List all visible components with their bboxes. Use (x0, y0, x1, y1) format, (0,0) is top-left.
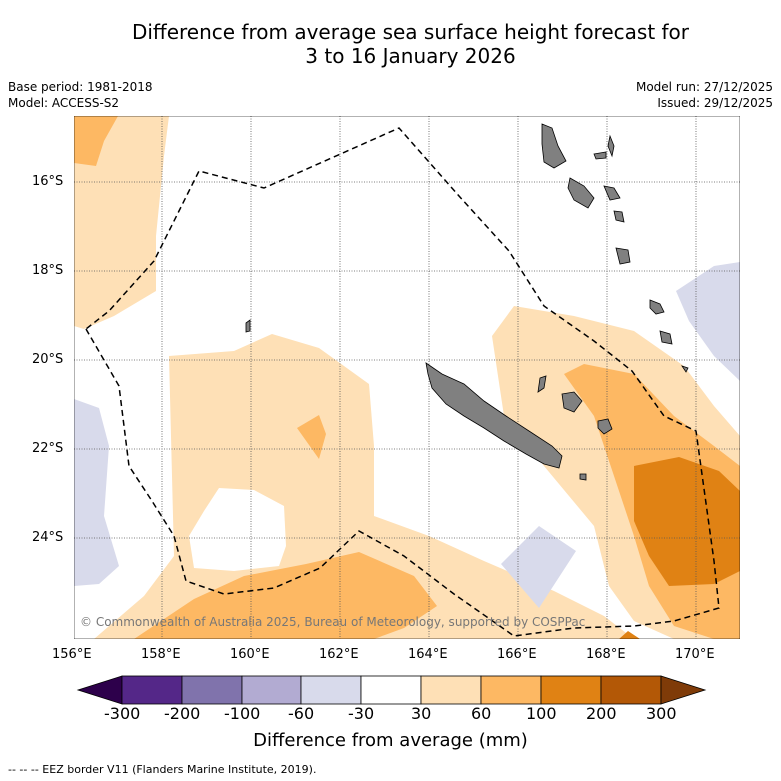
colorbar-tick-neg30: -30 (348, 704, 375, 723)
lon-tick-160: 160°E (230, 647, 270, 662)
colorbar-tick-neg100: -100 (224, 704, 261, 723)
colorbar-tick-neg300: -300 (104, 704, 141, 723)
lon-tick-158: 158°E (141, 647, 181, 662)
colorbar-bin-4 (300, 675, 362, 705)
vanuatu-pentecost (603, 185, 621, 201)
colorbar-bin-2 (181, 675, 243, 705)
anomaly-region-60-100-northwest (74, 116, 118, 166)
lat-tick-18s: 18°S (32, 263, 64, 278)
colorbar-extend-low (76, 675, 123, 705)
title-line-2: 3 to 16 January 2026 (305, 44, 516, 68)
colorbar-extend-high (660, 675, 707, 705)
colorbar-bin-6 (420, 675, 482, 705)
colorbar-bin-1 (121, 675, 183, 705)
eez-border (85, 127, 720, 637)
vanuatu-efate (613, 210, 625, 223)
anomaly-region-60-100-south (134, 552, 437, 639)
base-period: Base period: 1981-2018 (8, 80, 153, 94)
vanuatu-maewo (607, 134, 615, 158)
anomaly-region-neg-east (676, 262, 740, 381)
anomaly-region-100-200-small (619, 631, 640, 639)
loyalty-island-lifou (561, 391, 583, 413)
isle-of-pines (579, 473, 587, 481)
vanuatu-erromango (615, 247, 631, 265)
colorbar-bin-3 (241, 675, 302, 705)
colorbar-bin-5 (360, 675, 422, 705)
model-name: Model: ACCESS-S2 (8, 96, 120, 110)
model-run: Model run: 27/12/2025 (635, 80, 773, 94)
issued-date: Issued: 29/12/2025 (657, 96, 773, 110)
colorbar-tick-neg60: -60 (288, 704, 315, 723)
colorbar-tick-300: 300 (646, 704, 677, 723)
colorbar-bin-8 (540, 675, 602, 705)
colorbar (76, 675, 707, 705)
lon-tick-170: 170°E (675, 647, 715, 662)
loyalty-island-mare (597, 418, 613, 435)
vanuatu-tanna (649, 299, 665, 315)
lat-tick-24s: 24°S (32, 530, 64, 545)
colorbar-bin-7 (480, 675, 542, 705)
colorbar-tick-100: 100 (526, 704, 557, 723)
colorbar-title: Difference from average (mm) (253, 730, 528, 751)
anomaly-region-60-100-small (297, 415, 326, 459)
lon-tick-168: 168°E (586, 647, 626, 662)
title-line-1: Difference from average sea surface heig… (131, 20, 690, 44)
anomaly-region-neg-south (501, 526, 576, 608)
lon-tick-162: 162°E (319, 647, 359, 662)
colorbar-tick-30: 30 (411, 704, 432, 723)
copyright-note: © Commonwealth of Australia 2025, Bureau… (80, 615, 585, 629)
lat-tick-20s: 20°S (32, 352, 64, 367)
lon-tick-166: 166°E (497, 647, 537, 662)
colorbar-tick-60: 60 (471, 704, 492, 723)
colorbar-bin-9 (600, 675, 662, 705)
graticule (74, 116, 740, 639)
vanuatu-small-islet (681, 365, 689, 373)
neutral-pocket (189, 488, 286, 571)
anomaly-region-neg-west (74, 399, 119, 586)
lat-tick-16s: 16°S (32, 174, 64, 189)
anomaly-region-30-60-west (74, 116, 169, 329)
new-caledonia (425, 362, 563, 469)
loyalty-island-ouvea (537, 375, 547, 393)
land-masses (245, 123, 689, 481)
vanuatu-aneityum (659, 330, 673, 345)
vanuatu-malakula (567, 177, 595, 209)
vanuatu-ambae (593, 151, 607, 160)
chesterfield-islands (245, 319, 251, 333)
map-panel: © Commonwealth of Australia 2025, Bureau… (74, 116, 740, 639)
colorbar-tick-neg200: -200 (164, 704, 201, 723)
lat-tick-22s: 22°S (32, 441, 64, 456)
eez-legend-note: -- -- -- EEZ border V11 (Flanders Marine… (8, 763, 317, 776)
vanuatu-espiritu-santo (541, 123, 567, 169)
colorbar-tick-200: 200 (586, 704, 617, 723)
lon-tick-164: 164°E (408, 647, 448, 662)
lon-tick-156: 156°E (52, 647, 92, 662)
